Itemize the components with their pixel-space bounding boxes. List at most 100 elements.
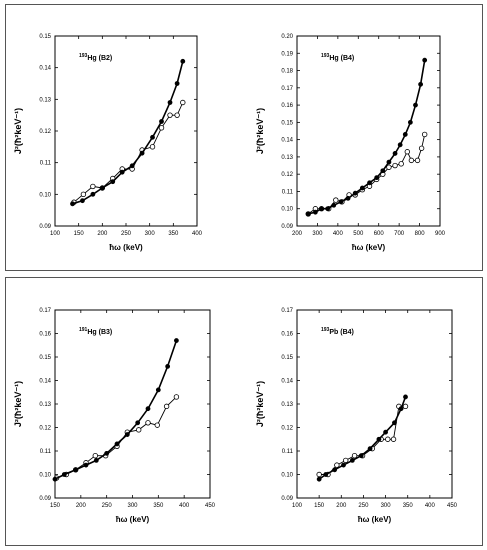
filled-data-point: [305, 211, 311, 217]
annotation-superscript: 193: [321, 327, 330, 333]
x-tick-label: 700: [394, 231, 405, 237]
y-tick-label: 0.20: [281, 34, 293, 40]
x-tick-label: 100: [292, 503, 303, 509]
annotation-superscript: 193: [79, 53, 88, 59]
x-tick-label: 400: [425, 503, 436, 509]
x-tick-label: 450: [447, 503, 458, 509]
filled-data-point: [398, 406, 404, 412]
filled-data-point: [145, 406, 151, 412]
y-tick-label: 0.12: [39, 129, 51, 135]
filled-data-point: [345, 195, 351, 201]
filled-data-point: [359, 185, 365, 191]
y-tick-label: 0.17: [281, 86, 293, 92]
x-tick-label: 450: [205, 503, 216, 509]
open-data-point: [386, 164, 392, 170]
filled-data-point: [367, 446, 373, 452]
filled-data-point: [104, 450, 110, 456]
open-data-point: [421, 131, 428, 138]
y-tick-label: 0.12: [281, 172, 293, 178]
x-tick-label: 150: [50, 503, 61, 509]
filled-data-point: [323, 472, 329, 477]
panel-annotation: 193Hg (B4): [321, 53, 354, 62]
open-data-point: [173, 394, 180, 400]
filled-data-point: [392, 151, 398, 156]
y-tick-label: 0.11: [40, 449, 52, 455]
panel-annotation: 193Pb (B4): [321, 327, 354, 336]
filled-data-point: [114, 441, 120, 447]
open-data-point: [334, 462, 340, 468]
filled-data-point: [80, 198, 85, 204]
x-tick-label: 350: [403, 503, 414, 509]
filled-data-point: [174, 338, 179, 343]
y-tick-label: 0.13: [281, 402, 293, 408]
filled-data-point: [312, 209, 318, 215]
x-tick-label: 600: [374, 231, 385, 237]
y-tick-label: 0.15: [39, 34, 51, 40]
filled-data-point: [325, 206, 331, 212]
filled-data-point: [383, 429, 388, 435]
filled-data-point: [358, 453, 364, 459]
filled-data-point: [367, 180, 372, 186]
filled-data-point: [180, 58, 186, 64]
open-data-point: [174, 112, 180, 118]
filled-data-point: [397, 142, 403, 148]
x-tick-label: 350: [153, 503, 164, 509]
y-tick-label: 0.11: [282, 449, 294, 455]
filled-data-point: [338, 199, 344, 205]
filled-data-point: [167, 100, 173, 105]
filled-data-point: [129, 163, 135, 169]
y-tick-label: 0.09: [39, 496, 51, 502]
open-data-point: [392, 162, 398, 169]
x-tick-label: 150: [74, 231, 85, 237]
open-data-point: [135, 427, 142, 433]
x-tick-label: 250: [102, 503, 113, 509]
annotation-text: Pb (B4): [329, 329, 354, 336]
y-tick-label: 0.14: [281, 138, 293, 144]
y-tick-label: 0.09: [281, 496, 293, 502]
open-data-point: [351, 453, 358, 459]
y-tick-label: 0.15: [39, 355, 51, 361]
open-data-point: [158, 125, 165, 131]
x-axis-label: ħω (keV): [109, 243, 143, 252]
y-tick-label: 0.13: [281, 155, 293, 161]
open-data-point: [385, 436, 391, 442]
open-data-point: [180, 99, 186, 106]
y-axis-label: J²(ħ²keV⁻¹): [13, 108, 23, 154]
y-tick-label: 0.11: [40, 161, 52, 167]
y-tick-label: 0.13: [39, 97, 51, 103]
filled-data-point: [374, 175, 380, 181]
filled-data-point: [139, 150, 145, 156]
plot-frame: [296, 309, 453, 499]
panel-annotation: 193Hg (B2): [79, 53, 112, 62]
plot-frame: [296, 35, 441, 227]
y-tick-label: 0.10: [39, 192, 51, 198]
x-tick-label: 400: [333, 231, 344, 237]
filled-data-point: [155, 387, 161, 393]
y-tick-label: 0.14: [281, 379, 293, 385]
x-tick-label: 250: [121, 231, 132, 237]
x-axis-label: ħω (keV): [358, 515, 392, 524]
open-data-point: [390, 436, 397, 442]
filled-data-point: [90, 191, 96, 197]
y-tick-label: 0.14: [39, 379, 51, 385]
open-data-point: [398, 161, 404, 167]
x-tick-label: 150: [314, 503, 325, 509]
filled-data-point: [407, 119, 413, 125]
y-axis-label: J²(ħ²keV⁻¹): [255, 108, 265, 154]
x-tick-label: 300: [145, 231, 156, 237]
open-data-point: [167, 112, 173, 118]
filled-data-point: [386, 159, 392, 165]
filled-data-point: [52, 476, 58, 482]
filled-data-point: [135, 420, 141, 426]
x-tick-label: 300: [127, 503, 138, 509]
x-tick-label: 900: [435, 231, 446, 237]
y-axis-label: J²(ħ²keV⁻¹): [255, 381, 265, 427]
filled-data-point: [150, 134, 155, 140]
open-data-point: [80, 191, 87, 198]
bottom-panel: [5, 277, 483, 546]
y-tick-label: 0.14: [39, 66, 51, 72]
filled-data-point: [124, 432, 130, 437]
filled-data-point: [376, 436, 382, 442]
